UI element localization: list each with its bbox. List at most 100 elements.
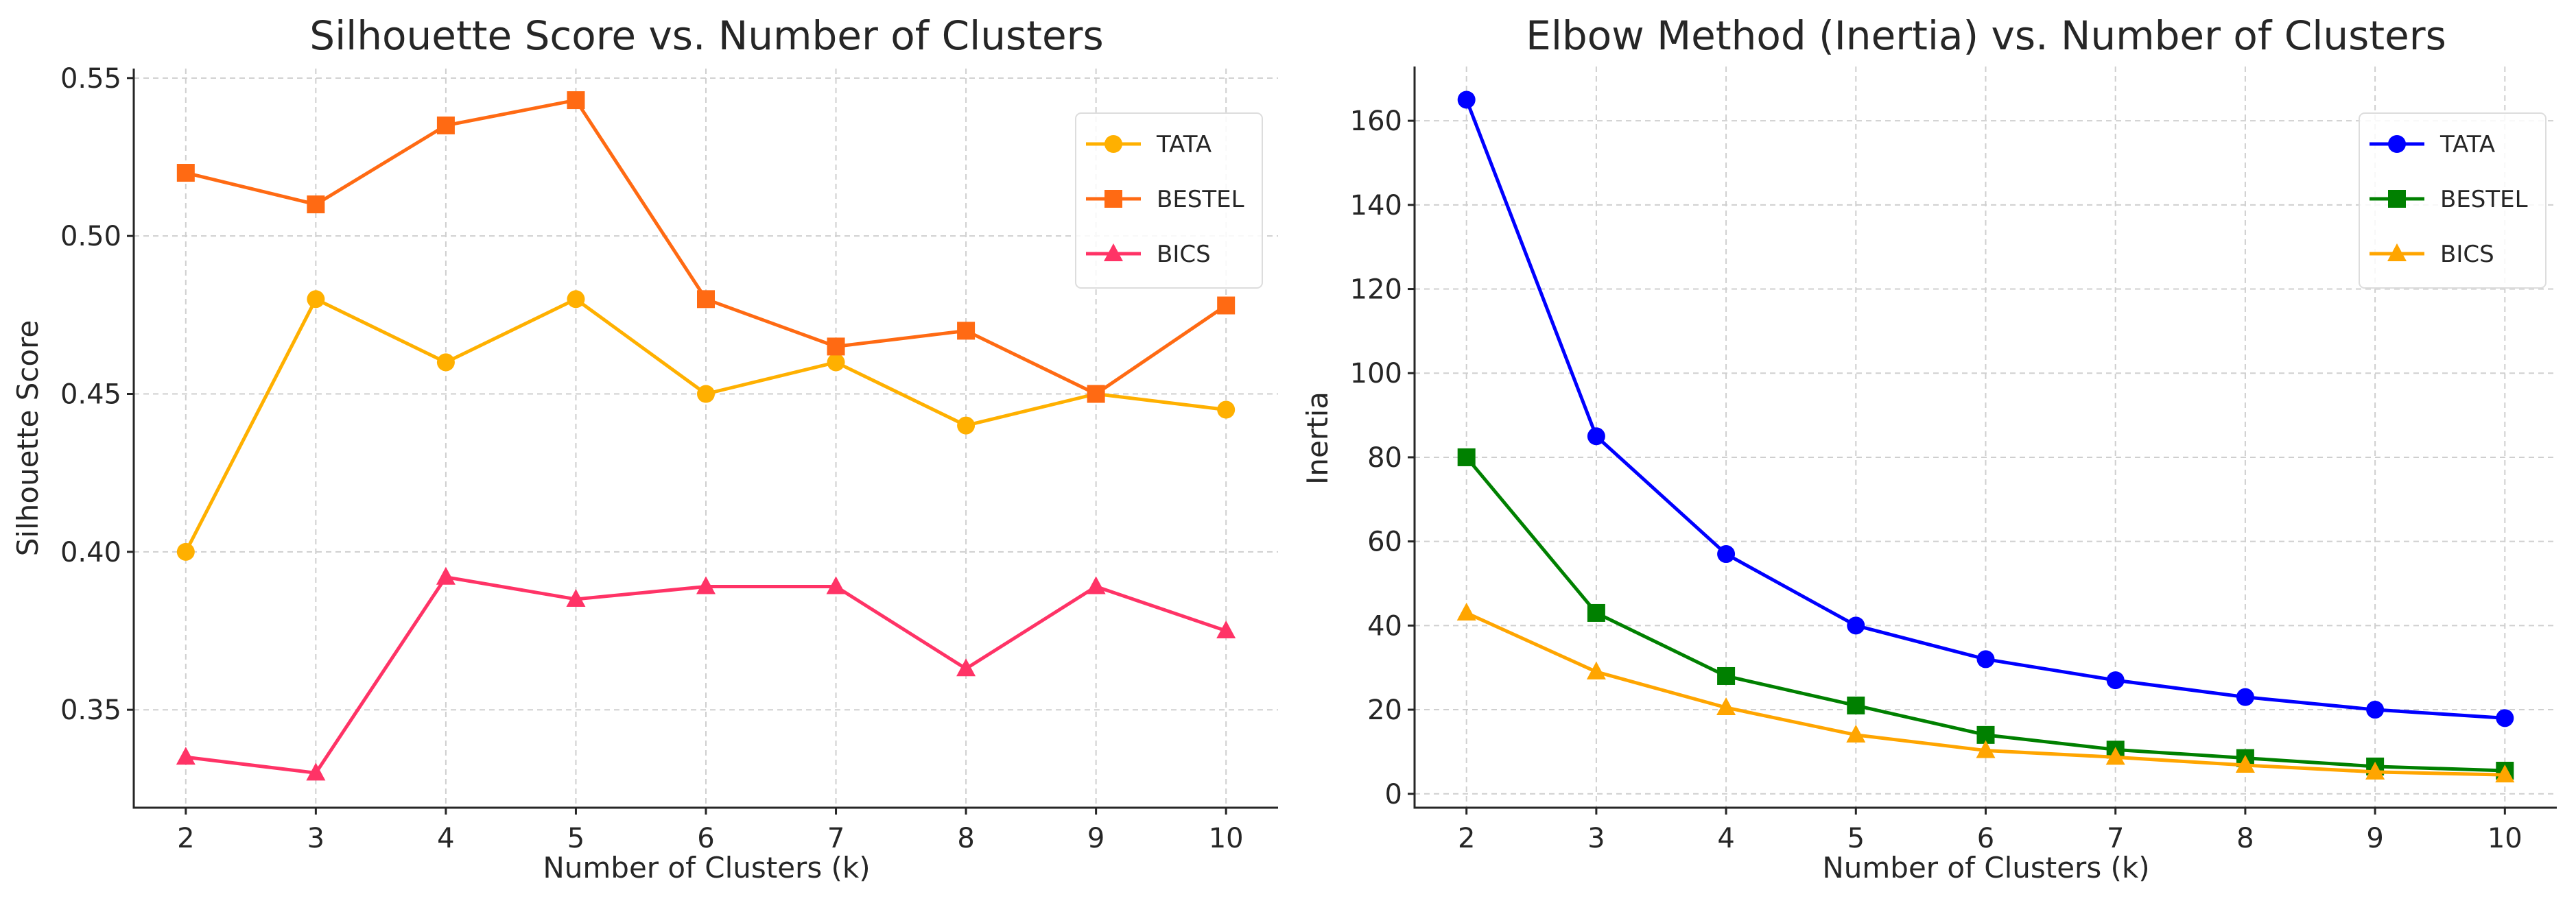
data-point bbox=[1976, 650, 1995, 669]
series-tata bbox=[1457, 91, 2514, 727]
legend: TATA BESTEL BICS bbox=[1075, 112, 1263, 289]
series-bics bbox=[1456, 602, 2515, 783]
y-tick-label: 0.40 bbox=[60, 537, 121, 568]
y-tick-label: 160 bbox=[1350, 106, 1402, 137]
legend-marker-icon bbox=[2388, 135, 2406, 153]
x-axis-label: Number of Clusters (k) bbox=[543, 851, 870, 884]
axes-spines bbox=[132, 69, 1278, 809]
data-point bbox=[697, 290, 715, 309]
x-tick-label: 9 bbox=[2366, 823, 2383, 854]
legend: TATA BESTEL BICS bbox=[2359, 112, 2547, 289]
x-tick-label: 3 bbox=[307, 823, 324, 854]
legend-item: TATA bbox=[1086, 131, 1212, 158]
x-tick-label: 10 bbox=[1209, 823, 1244, 854]
data-point bbox=[1717, 666, 1736, 685]
y-tick-label: 60 bbox=[1367, 527, 1402, 558]
data-point bbox=[1846, 724, 1866, 743]
data-point bbox=[1847, 616, 1865, 635]
data-point bbox=[1086, 576, 1106, 594]
data-point bbox=[957, 416, 976, 435]
x-tick-label: 10 bbox=[2488, 823, 2522, 854]
data-point bbox=[1586, 661, 1606, 679]
legend-label: BESTEL bbox=[2440, 186, 2528, 213]
y-tick-label: 0.45 bbox=[60, 379, 121, 411]
data-point bbox=[436, 566, 456, 585]
data-point bbox=[1847, 696, 1865, 714]
y-tick-label: 100 bbox=[1350, 358, 1402, 389]
legend-label: BICS bbox=[2440, 241, 2494, 268]
x-tick-label: 8 bbox=[2236, 823, 2254, 854]
legend-box bbox=[2359, 112, 2547, 289]
x-tick-label: 7 bbox=[2107, 823, 2124, 854]
legend-marker-icon bbox=[1104, 243, 1123, 261]
y-tick-label: 40 bbox=[1367, 610, 1402, 642]
legend-label: BESTEL bbox=[1157, 186, 1244, 213]
legend-label: TATA bbox=[1156, 131, 1212, 158]
data-point bbox=[1716, 697, 1736, 715]
data-point bbox=[1087, 385, 1105, 403]
y-tick-label: 0.55 bbox=[60, 63, 121, 95]
data-point bbox=[306, 762, 326, 781]
x-tick-label: 9 bbox=[1087, 823, 1104, 854]
y-tick-label: 20 bbox=[1367, 695, 1402, 726]
y-tick-label: 120 bbox=[1350, 274, 1402, 306]
data-point bbox=[1457, 448, 1476, 466]
legend-item: BESTEL bbox=[1086, 186, 1244, 213]
data-point bbox=[956, 658, 976, 677]
data-point bbox=[1216, 621, 1236, 639]
data-point bbox=[827, 337, 845, 356]
chart-title: Elbow Method (Inertia) vs. Number of Clu… bbox=[1526, 12, 2446, 59]
data-point bbox=[1976, 740, 1996, 758]
legend-marker-icon bbox=[1104, 135, 1122, 153]
silhouette-chart: Silhouette Score vs. Number of Clusters … bbox=[11, 12, 1278, 884]
y-axis-label: Inertia bbox=[1301, 392, 1334, 485]
x-tick-label: 8 bbox=[957, 823, 974, 854]
chart-title: Silhouette Score vs. Number of Clusters bbox=[309, 12, 1103, 59]
data-point bbox=[307, 290, 325, 309]
data-point bbox=[826, 576, 846, 594]
data-point bbox=[436, 353, 455, 372]
x-tick-label: 2 bbox=[177, 823, 194, 854]
y-tick-label: 140 bbox=[1350, 190, 1402, 221]
x-tick-label: 2 bbox=[1458, 823, 1475, 854]
legend-item: BICS bbox=[1086, 241, 1211, 268]
x-tick-label: 4 bbox=[437, 823, 454, 854]
data-point bbox=[696, 576, 716, 594]
data-point bbox=[176, 747, 196, 765]
legend-label: TATA bbox=[2439, 131, 2495, 158]
data-point bbox=[2366, 701, 2385, 719]
y-axis-label: Silhouette Score bbox=[11, 320, 45, 557]
y-tick-label: 80 bbox=[1367, 442, 1402, 474]
y-tick-label: 0.50 bbox=[60, 221, 121, 252]
data-point bbox=[1587, 603, 1605, 622]
legend-item: TATA bbox=[2370, 131, 2495, 158]
legend-marker-icon bbox=[2388, 190, 2406, 208]
x-tick-label: 6 bbox=[697, 823, 714, 854]
series-bics bbox=[176, 566, 1236, 781]
data-point bbox=[176, 542, 195, 561]
y-tick-label: 0.35 bbox=[60, 695, 121, 726]
x-tick-label: 7 bbox=[827, 823, 844, 854]
legend-item: BICS bbox=[2370, 241, 2494, 268]
data-point bbox=[2235, 755, 2255, 773]
legend-marker-icon bbox=[1104, 190, 1122, 208]
legend-label: BICS bbox=[1157, 241, 1211, 268]
x-axis-label: Number of Clusters (k) bbox=[1822, 851, 2149, 884]
data-point bbox=[567, 290, 585, 309]
data-point bbox=[2236, 688, 2254, 706]
x-tick-label: 4 bbox=[1717, 823, 1734, 854]
data-point bbox=[307, 195, 325, 214]
data-point bbox=[2365, 761, 2385, 780]
x-tick-label: 6 bbox=[1977, 823, 1994, 854]
data-point bbox=[1456, 602, 1476, 621]
data-point bbox=[436, 116, 455, 134]
data-point bbox=[827, 353, 845, 372]
legend-box bbox=[1075, 112, 1263, 289]
legend-marker-icon bbox=[2387, 243, 2407, 261]
data-point bbox=[176, 164, 195, 182]
data-point bbox=[697, 385, 715, 403]
data-point bbox=[1217, 400, 1236, 419]
x-tick-label: 3 bbox=[1587, 823, 1605, 854]
data-point bbox=[2106, 671, 2125, 690]
